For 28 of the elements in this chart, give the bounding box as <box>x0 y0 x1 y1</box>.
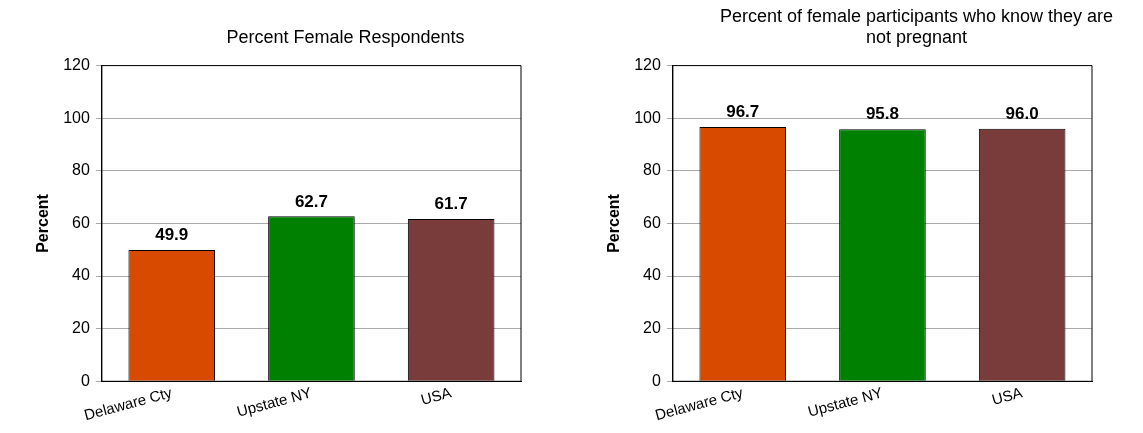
data-label: 96.0 <box>1005 103 1039 123</box>
data-label: 49.9 <box>155 225 189 245</box>
y-tick-label: 100 <box>63 108 90 126</box>
y-tick-label: 40 <box>643 266 661 284</box>
x-tick-label: USA <box>989 383 1024 408</box>
y-tick-label: 120 <box>634 56 661 74</box>
y-tick-label: 60 <box>643 213 661 231</box>
x-tick-label: Upstate NY <box>805 383 885 420</box>
data-label: 61.7 <box>434 194 468 214</box>
data-label: 62.7 <box>294 191 328 211</box>
y-axis-title: Percent <box>34 193 52 253</box>
y-tick-label: 20 <box>643 319 661 337</box>
x-tick-label: USA <box>418 383 453 408</box>
y-tick-label: 120 <box>63 56 90 74</box>
chart-title: Percent of female participants who know they are not pregnant <box>718 5 1115 49</box>
y-tick-label: 40 <box>72 266 90 284</box>
x-tick-label: Upstate NY <box>234 383 314 420</box>
chart-title: Percent Female Respondents <box>225 26 466 49</box>
y-tick-label: 0 <box>651 371 661 389</box>
y-tick-label: 0 <box>80 371 90 389</box>
y-tick-label: 80 <box>72 161 90 179</box>
data-label: 96.7 <box>726 102 760 122</box>
y-tick-label: 80 <box>643 161 661 179</box>
y-axis-title: Percent <box>605 193 623 253</box>
y-tick-label: 60 <box>72 213 90 231</box>
y-tick-label: 100 <box>634 108 661 126</box>
y-tick-label: 20 <box>72 319 90 337</box>
data-label: 95.8 <box>865 104 899 124</box>
